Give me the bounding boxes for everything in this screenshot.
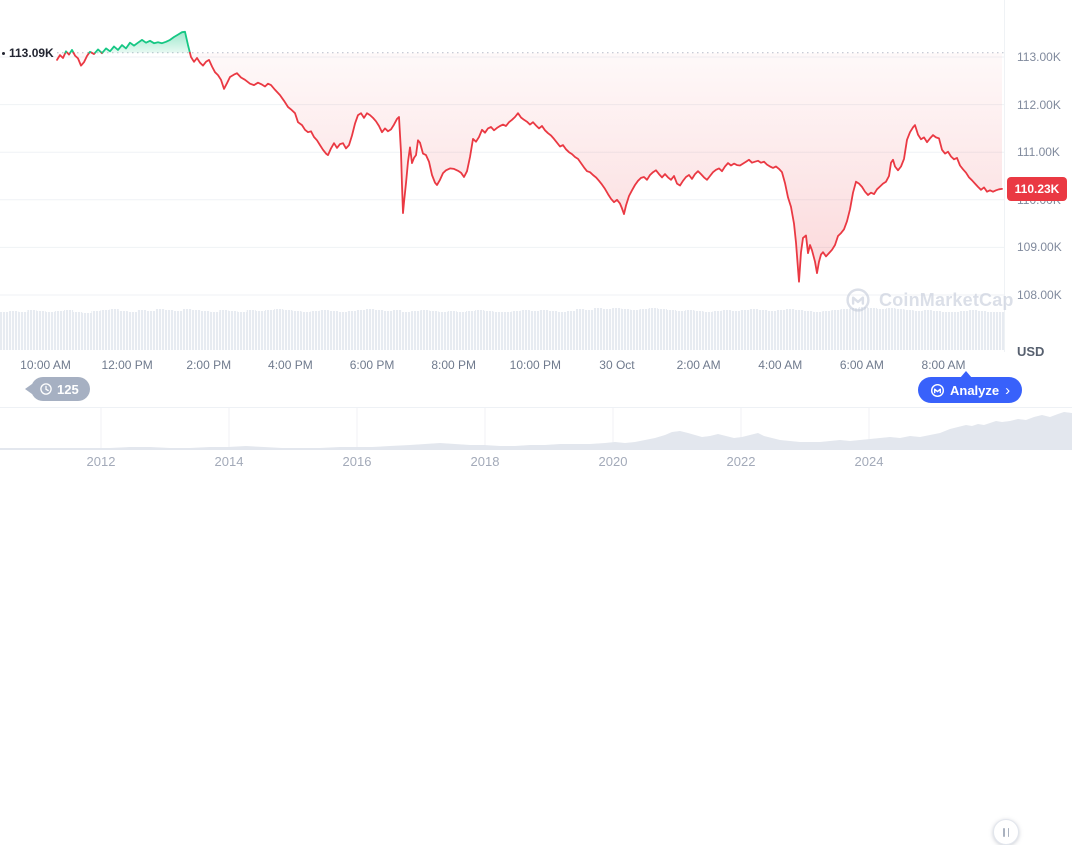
year-label: 2012 <box>86 454 116 469</box>
annotation-count-badge[interactable]: 125 <box>25 377 90 401</box>
minimap-area <box>0 412 1072 450</box>
x-tick-label: 6:00 AM <box>839 358 884 372</box>
open-price-value: 113.09K <box>9 46 54 60</box>
y-tick-label: 108.00K <box>1017 288 1062 302</box>
minimap-scrub-handle[interactable] <box>993 819 1019 845</box>
area-below-open <box>189 52 1002 282</box>
area-below-open <box>73 52 90 66</box>
year-label: 2024 <box>854 454 884 469</box>
price-line <box>56 51 67 61</box>
y-tick-label: 113.00K <box>1017 50 1061 64</box>
coinmarketcap-logo-icon <box>930 383 945 397</box>
x-axis: 10:00 AM 12:00 PM 2:00 PM 4:00 PM 6:00 PM 8:0… <box>0 358 1005 374</box>
currency-label: USD <box>1017 344 1045 359</box>
x-tick-label: 4:00 AM <box>758 358 803 372</box>
area-below-open <box>57 52 66 60</box>
y-tick-label: 109.00K <box>1017 240 1062 255</box>
y-tick-label: 111.00K <box>1017 145 1060 160</box>
open-price-label: 113.09K <box>2 46 54 60</box>
x-tick-label: 2:00 PM <box>186 358 232 372</box>
x-tick-label: 12:00 PM <box>101 358 153 372</box>
x-tick-label: 4:00 PM <box>268 358 313 372</box>
open-price-dot-icon <box>2 51 5 55</box>
year-label: 2020 <box>598 454 628 469</box>
year-label: 2016 <box>342 454 372 469</box>
chevron-right-icon: › <box>1005 381 1011 399</box>
history-minimap[interactable]: 2012 2014 2016 2018 2020 2022 2024 <box>0 407 1072 845</box>
price-line <box>72 51 91 67</box>
last-price-badge: 110.23K <box>1007 176 1067 201</box>
price-line <box>69 49 75 54</box>
x-tick-label: 8:00 PM <box>431 358 477 372</box>
x-tick-label: 10:00 AM <box>20 358 71 372</box>
minimap-chart[interactable] <box>0 408 1072 450</box>
main-price-chart[interactable] <box>0 0 1005 352</box>
annotation-count: 125 <box>57 381 79 397</box>
y-tick-label: 112.00K <box>1017 97 1061 112</box>
x-tick-label: 2:00 AM <box>676 358 721 372</box>
year-label: 2018 <box>470 454 500 469</box>
analyze-button[interactable]: Analyze › <box>918 371 1023 403</box>
clock-history-icon <box>40 383 52 395</box>
x-tick-label: 6:00 PM <box>349 358 395 372</box>
analyze-label: Analyze <box>950 382 1000 398</box>
year-label: 2014 <box>214 454 244 469</box>
volume-bars <box>0 307 1005 350</box>
price-line <box>101 30 191 54</box>
x-tick-label: 8:00 AM <box>921 358 966 372</box>
year-label: 2022 <box>726 454 756 469</box>
price-line <box>94 48 103 54</box>
x-tick-label: 10:00 PM <box>509 358 562 372</box>
price-line <box>189 51 1003 283</box>
x-tick-label: 30 Oct <box>599 358 635 372</box>
y-axis: 110.23K 113.00K112.00K111.00K110.00K109.… <box>1005 0 1072 352</box>
